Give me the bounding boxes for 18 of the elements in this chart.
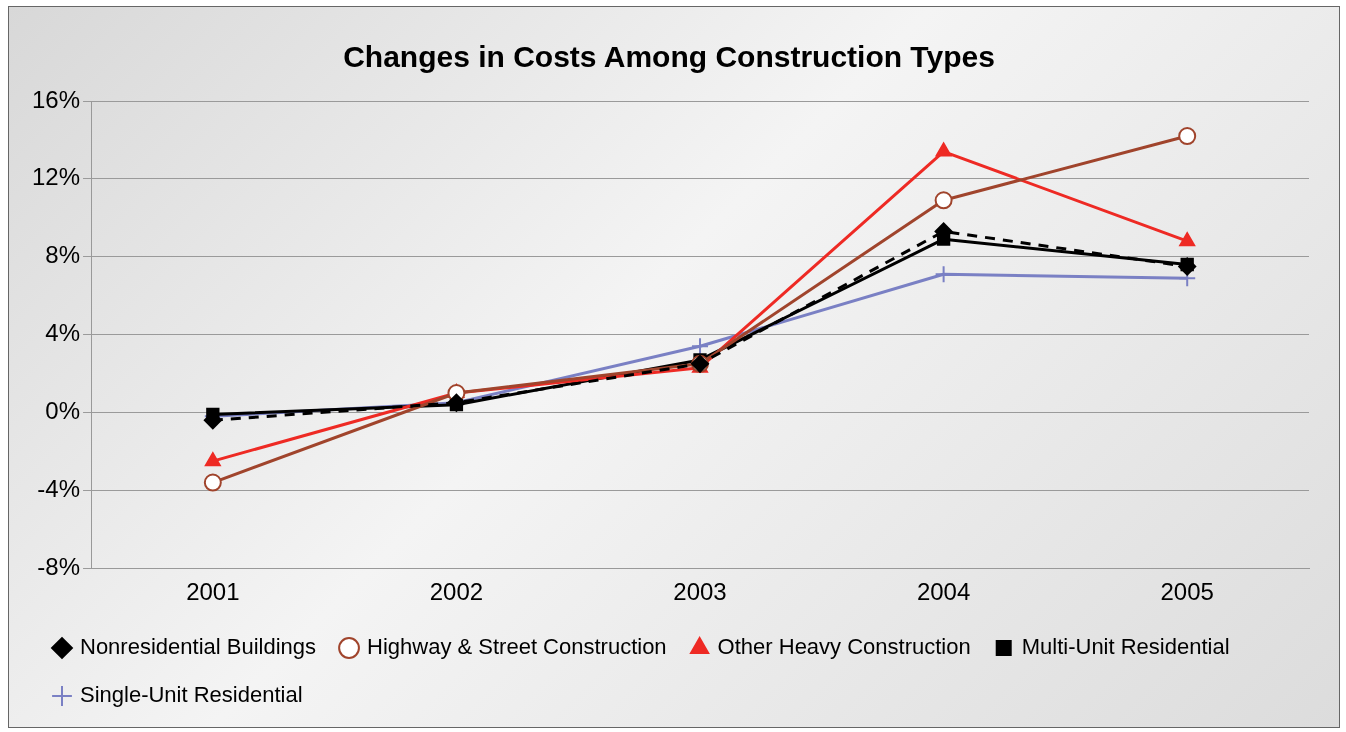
- y-tick-label: 16%: [31, 85, 81, 113]
- chart-title: Changes in Costs Among Construction Types: [343, 40, 995, 74]
- y-tick-label: 4%: [45, 319, 81, 347]
- x-tick-label: 2003: [673, 578, 727, 606]
- y-tick-label: 0%: [45, 397, 81, 425]
- y-tick-label: -4%: [37, 474, 81, 502]
- legend-label: Single-Unit Residential: [80, 682, 303, 708]
- x-tick-label: 2001: [186, 578, 240, 606]
- x-tick-label: 2005: [1160, 578, 1214, 606]
- y-tick-label: 12%: [31, 163, 81, 191]
- x-tick-label: 2004: [916, 578, 971, 606]
- legend-label: Other Heavy Construction: [717, 634, 971, 660]
- legend-label: Highway & Street Construction: [367, 634, 667, 660]
- y-tick-label: 8%: [45, 241, 81, 269]
- x-tick-label: 2002: [429, 578, 484, 606]
- legend-label: Multi-Unit Residential: [1021, 634, 1230, 660]
- y-tick-label: -8%: [37, 552, 81, 580]
- legend-label: Nonresidential Buildings: [80, 634, 317, 660]
